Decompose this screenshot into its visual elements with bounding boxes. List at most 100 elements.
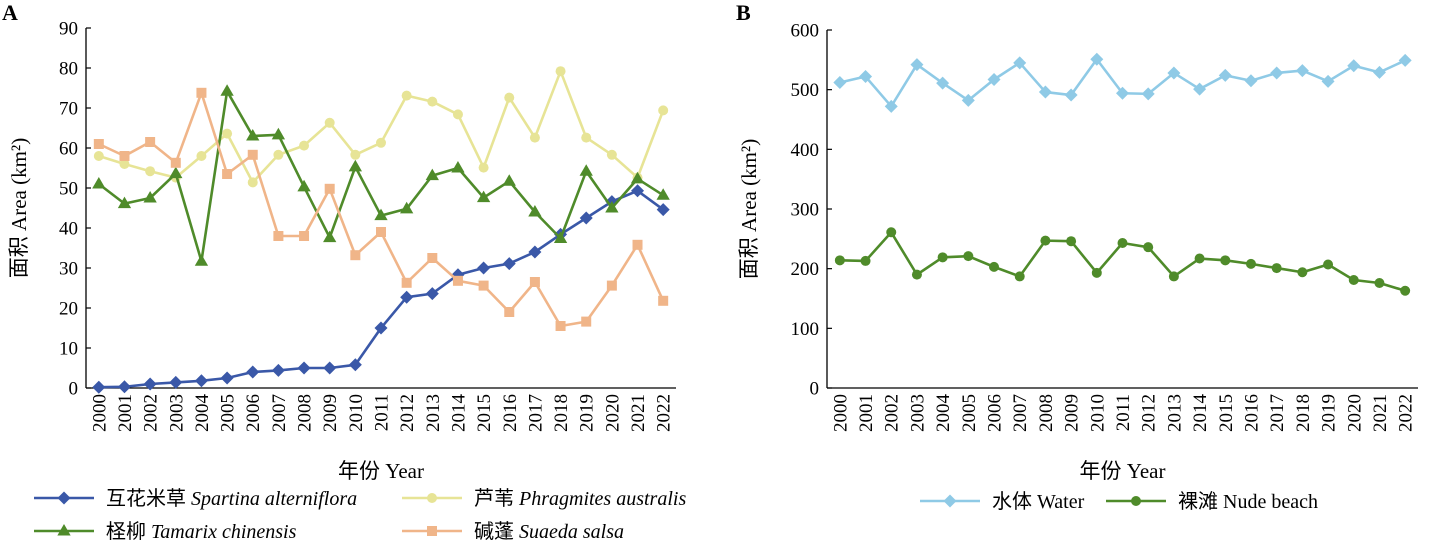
panel-a-series-tamarix-chinensis-point [502,174,516,186]
panel-a-series-tamarix-chinensis-point [528,205,542,217]
panel-a-x-tick-label: 2008 [295,394,316,432]
panel-a-x-tick-label: 2009 [320,394,341,432]
panel-b-series-nude-beach-point [1040,235,1051,246]
panel-a-series-spartina-alterniflora-point [117,380,131,394]
panel-a-series-phragmites-australis-point [119,159,130,169]
panel-a-legend-suaeda-salsa-label: 碱蓬 Suaeda salsa [474,520,624,543]
panel-a-x-tick-label: 2020 [602,394,623,432]
panel-b-x-tick-label: 2010 [1087,394,1108,432]
panel-a-series-spartina-alterniflora-point [425,287,439,301]
panel-a-y-tick-label: 20 [59,299,78,320]
panel-b-series-water-point [833,76,847,90]
panel-b-series-water [833,52,1412,113]
panel-a-series-spartina-alterniflora-point [297,361,311,375]
panel-a-x-tick-label: 2014 [448,394,469,433]
panel-b-series-water-point [1398,53,1412,67]
panel-a-y-tick-label: 50 [59,179,78,200]
panel-a-series-tamarix-chinensis-point [297,179,311,192]
panel-a-series-suaeda-salsa-point [581,316,592,327]
panel-a-series-phragmites-australis-point [555,66,566,77]
panel-b-series-nude-beach-point [963,251,974,262]
panel-b-series-nude-beach [834,227,1411,296]
panel-b-series-nude-beach-point [1091,267,1102,278]
panel-b-y-tick-label: 200 [791,259,820,280]
panel-a-series-suaeda-salsa-point [247,149,258,160]
panel-b-series-water-point [910,58,924,72]
panel-a-series-suaeda-salsa-point [555,321,566,331]
panel-a-series-phragmites-australis-point [273,149,284,160]
panel-a-series-spartina-alterniflora-point [631,184,645,198]
panel-a-x-tick-label: 2003 [166,394,187,432]
panel-a-series-phragmites-australis-point [581,132,592,143]
panel-a-x-tick-label: 2012 [397,394,418,432]
panel-b-x-tick-label: 2008 [1036,394,1057,432]
panel-b-x-tick-label: 2012 [1139,394,1160,432]
panel-a-series-suaeda-salsa-point [427,253,438,263]
panel-b-letter: B [736,0,751,25]
panel-b-series-nude-beach-point [937,252,948,263]
panel-b-legend-water-label-cn: 水体 [992,490,1037,513]
panel-b-x-axis-title: 年份 Year [1080,459,1166,483]
panel-a-series-suaeda-salsa-point [299,231,310,241]
panel-a-series-tamarix-chinensis-point [400,201,414,214]
panel-b-x-tick-label: 2005 [959,394,980,432]
panel-a-legend-suaeda-salsa-marker [427,526,437,536]
panel-a-legend-tamarix-chinensis-label-latin: Tamarix chinensis [151,521,297,543]
panel-b-series-water-point [987,73,1001,87]
panel-a-letter: A [2,0,18,25]
panel-a-x-tick-label: 2004 [192,394,213,433]
panel-a-series-tamarix-chinensis-point [169,166,183,179]
panel-a-series-tamarix-chinensis-point [246,129,260,141]
panel-a-x-tick-label: 2010 [346,394,367,432]
panel-b-series-nude-beach-point [860,255,871,266]
panel-a-series-suaeda-salsa-point [401,277,412,288]
panel-b-series-nude-beach-point [1348,275,1359,286]
panel-a-series-phragmites-australis-point [324,117,335,128]
panel-b-series-water-point [1141,87,1155,101]
panel-a-series-tamarix-chinensis-point [348,159,362,172]
panel-a-series-suaeda-salsa-point [119,151,130,161]
panel-b-series-water-point [1347,59,1361,73]
panel-a-series-tamarix-chinensis-point [92,177,106,189]
panel-a-series-tamarix-chinensis-point [656,188,670,200]
panel-b-series-water-point [1218,68,1232,82]
panel-a-legend-spartina-alterniflora-label-cn: 互花米草 [106,487,191,510]
panel-b-x-tick-label: 2013 [1164,394,1185,432]
panel-a-y-tick-label: 90 [59,19,78,40]
panel-b-x-tick-label: 2007 [1010,394,1031,432]
panel-b-series-nude-beach-point [1220,255,1231,266]
panel-b-x-tick-label: 2001 [856,394,877,432]
panel-a-series-tamarix-chinensis-point [630,171,645,184]
panel-b-series-water-point [1270,66,1284,80]
panel-a-series-spartina-alterniflora-point [400,290,414,304]
panel-b-series-nude-beach-point [886,227,897,238]
panel-b-x-tick-label: 2004 [933,394,954,433]
panel-b-x-tick-label: 2017 [1267,394,1288,432]
panel-a-x-tick-label: 2006 [243,394,264,432]
panel-a-series-spartina-alterniflora-point [169,375,183,389]
panel-a-x-tick-label: 2015 [474,394,495,432]
panel-b-series-nude-beach-point [1168,271,1179,282]
panel-a-series-tamarix-chinensis-point [271,127,286,140]
panel-b-series-nude-beach-point [1143,242,1154,253]
panel-a-y-tick-label: 10 [59,339,78,360]
panel-a-x-tick-label: 2013 [423,394,444,432]
panel-a-x-tick-label: 2021 [628,394,649,432]
panel-b-y-axis-title: 面积 Area (km²) [737,139,761,279]
panel-a-series-phragmites-australis-point [478,162,489,173]
panel-a-legend-tamarix-chinensis: 柽柳 Tamarix chinensis [34,520,297,543]
panel-a-x-tick-label: 2002 [141,394,162,432]
panel-b-legend-nude-beach-label-latin: Nude beach [1223,491,1318,513]
panel-a-series-phragmites-australis-point [93,151,104,161]
panel-a-series-suaeda-salsa-point [632,239,643,250]
panel-a-series-suaeda-salsa-point [606,280,617,291]
panel-a-series-spartina-alterniflora-point [220,371,234,385]
panel-b-series-water-point [1244,74,1258,88]
panel-b-series-water-point [1321,74,1335,88]
panel-a-x-tick-label: 2000 [89,394,110,432]
panel-b-series-water-point [1372,65,1386,79]
panel-b-series-nude-beach-point [1014,271,1025,282]
panel-a-legend-phragmites-australis-label-latin: Phragmites australis [518,488,686,510]
panel-b-x-tick-label: 2016 [1241,394,1262,432]
